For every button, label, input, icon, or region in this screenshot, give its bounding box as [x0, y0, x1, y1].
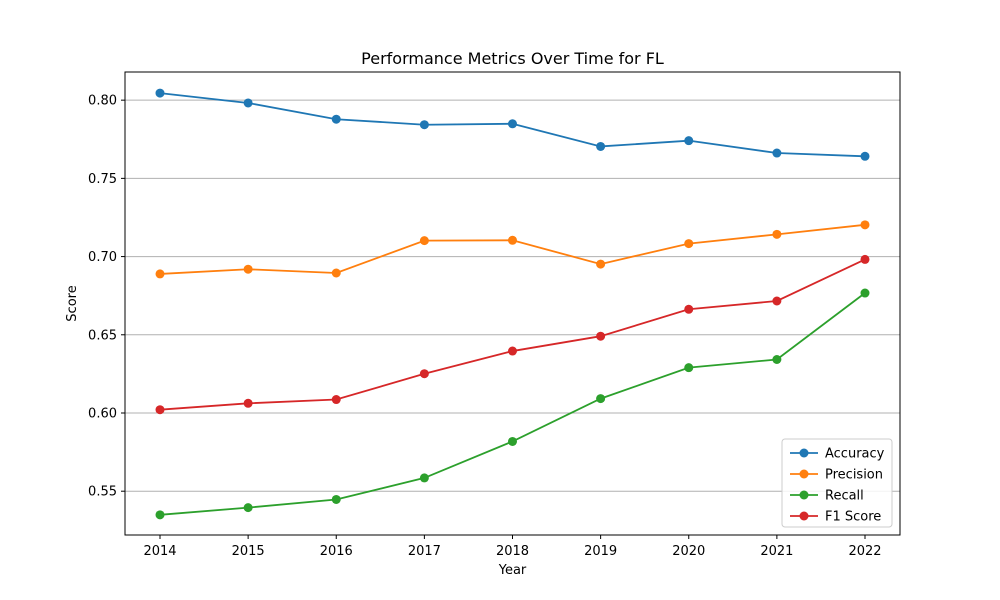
data-point — [331, 494, 341, 504]
y-tick-label: 0.75 — [88, 172, 117, 187]
x-tick-label: 2016 — [320, 544, 353, 559]
series-accuracy — [155, 88, 870, 161]
series-line — [159, 292, 866, 516]
legend: Accuracy Precision Recall F1 Score — [781, 438, 893, 528]
data-point — [419, 473, 429, 483]
x-tick-label: 2021 — [760, 544, 793, 559]
legend-item: Accuracy — [790, 447, 885, 462]
data-point — [860, 254, 870, 264]
data-point — [684, 239, 694, 249]
data-point — [596, 259, 606, 269]
data-point — [243, 398, 253, 408]
grid-lines — [125, 99, 900, 492]
series-f1-score — [155, 254, 870, 415]
data-point — [860, 288, 870, 298]
data-point — [684, 304, 694, 314]
legend-item: F1 Score — [790, 510, 881, 525]
data-point — [596, 141, 606, 151]
data-point — [772, 229, 782, 239]
data-point — [243, 264, 253, 274]
data-point — [508, 235, 517, 245]
data-point — [772, 296, 782, 306]
data-point — [860, 151, 870, 161]
data-point — [596, 394, 606, 404]
data-point — [155, 88, 165, 98]
x-tick-label: 2022 — [848, 544, 881, 559]
data-point — [155, 405, 165, 415]
chart-title: Performance Metrics Over Time for FL — [361, 49, 664, 68]
legend-item: Precision — [790, 468, 883, 483]
data-point — [508, 119, 517, 129]
y-axis-title: Score — [65, 285, 80, 321]
y-tick-label: 0.70 — [88, 250, 117, 265]
data-point — [155, 510, 165, 520]
series-recall — [155, 288, 870, 520]
data-point — [243, 503, 253, 513]
data-point — [772, 354, 782, 364]
data-point — [331, 114, 341, 124]
x-tick-label: 2018 — [496, 544, 529, 559]
series-line — [159, 223, 866, 275]
x-tick-label: 2020 — [672, 544, 705, 559]
legend-label: F1 Score — [825, 510, 881, 525]
x-tick-label: 2015 — [232, 544, 265, 559]
x-axis-title: Year — [498, 563, 527, 578]
data-point — [331, 268, 341, 278]
series-precision — [155, 220, 870, 279]
data-point — [596, 331, 606, 341]
legend-label: Precision — [825, 468, 883, 483]
legend-label: Accuracy — [825, 447, 885, 462]
y-tick-label: 0.80 — [88, 94, 117, 109]
legend-swatch-marker — [799, 511, 809, 521]
data-point — [772, 148, 782, 158]
y-tick-label: 0.65 — [88, 328, 117, 343]
data-point — [684, 136, 694, 146]
legend-swatch-marker — [799, 490, 809, 500]
data-point — [684, 363, 694, 373]
data-point — [243, 98, 253, 108]
data-point — [331, 395, 341, 405]
y-axis-ticks: 0.55 0.60 0.65 0.70 0.75 0.80 — [88, 94, 125, 500]
legend-box — [781, 438, 893, 528]
data-point — [508, 346, 517, 356]
y-tick-label: 0.55 — [88, 485, 117, 500]
data-point — [508, 436, 517, 446]
series-layer — [155, 88, 870, 520]
x-tick-label: 2014 — [143, 544, 176, 559]
data-point — [155, 269, 165, 279]
x-tick-label: 2019 — [584, 544, 617, 559]
legend-swatch-marker — [799, 448, 809, 458]
x-tick-label: 2017 — [408, 544, 441, 559]
x-axis-ticks: 2014 2015 2016 2017 2018 2019 2020 2021 2022 — [143, 535, 882, 559]
legend-swatch-marker — [799, 469, 809, 479]
data-point — [419, 120, 429, 130]
legend-item: Recall — [790, 489, 864, 504]
data-point — [419, 369, 429, 379]
data-point — [419, 236, 429, 246]
legend-label: Recall — [825, 489, 864, 504]
data-point — [860, 220, 870, 230]
y-tick-label: 0.60 — [88, 406, 117, 421]
